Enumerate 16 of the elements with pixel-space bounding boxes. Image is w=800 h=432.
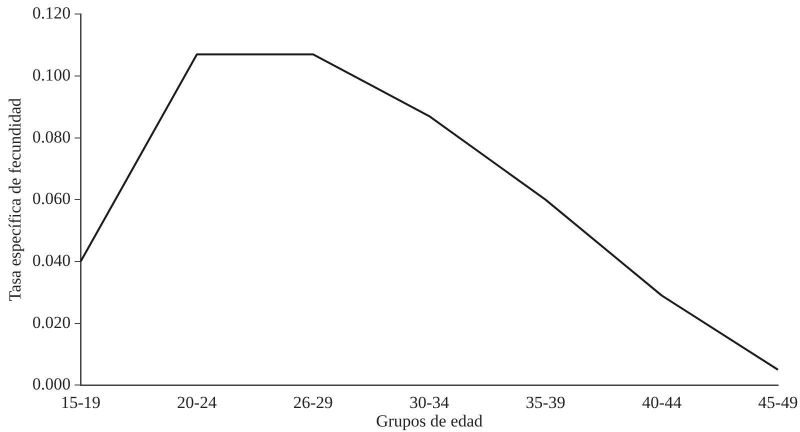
x-axis-title: Grupos de edad [376, 411, 484, 430]
x-tick-label: 26-29 [293, 392, 333, 412]
y-tick-label: 0.020 [32, 312, 71, 332]
y-tick-label: 0.000 [32, 374, 71, 394]
x-tick-label: 35-39 [526, 392, 566, 412]
x-tick-label: 20-24 [177, 392, 218, 412]
x-tick-label: 40-44 [642, 392, 682, 412]
x-tick-label: 45-49 [758, 392, 798, 412]
y-tick-label: 0.060 [32, 189, 71, 208]
y-tick-label: 0.120 [32, 4, 71, 23]
x-tick-label: 15-19 [60, 392, 100, 412]
y-tick-label: 0.080 [32, 127, 71, 146]
y-tick-label: 0.100 [32, 66, 71, 84]
y-tick-label: 0.040 [32, 251, 71, 270]
x-tick-label: 30-34 [409, 392, 450, 412]
y-axis-title: Tasa específica de fecundidad [6, 98, 25, 302]
